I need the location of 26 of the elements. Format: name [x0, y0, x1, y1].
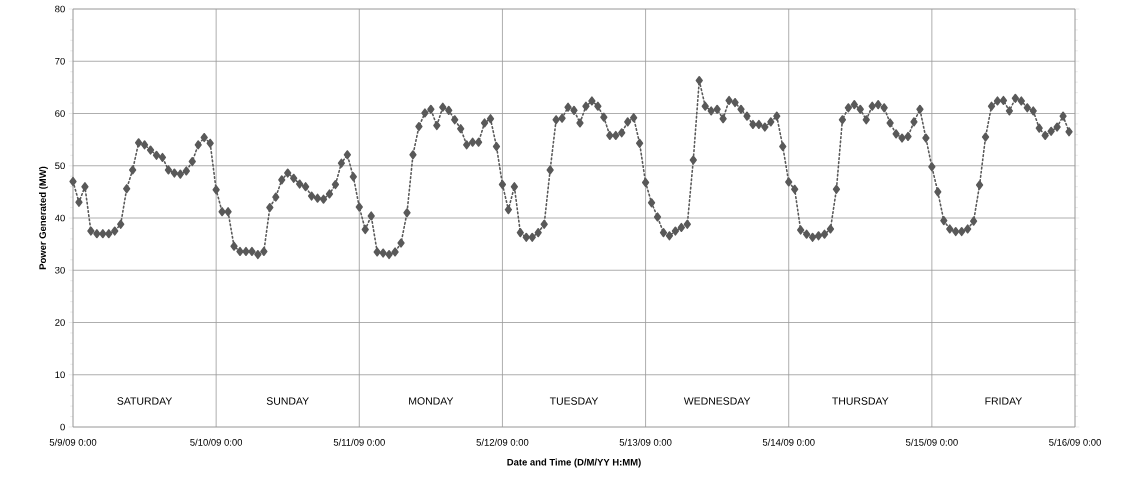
annotation: WEDNESDAY [683, 397, 751, 405]
x-tick-label: 5/16/09 0:00 [1049, 438, 1101, 446]
annotation: FRIDAY [985, 397, 1023, 405]
annotation: SATURDAY [117, 397, 173, 405]
annotation: MONDAY [409, 397, 454, 405]
x-tick-label: 5/10/09 0:00 [190, 438, 243, 446]
y-tick-label: 40 [54, 214, 65, 222]
y-tick-label: 0 [60, 423, 65, 431]
annotation: THURSDAY [832, 397, 889, 405]
x-tick-label: 5/13/09 0:00 [619, 438, 672, 446]
y-tick-label: 30 [55, 266, 65, 274]
y-tick-label: 70 [55, 57, 65, 65]
x-axis-title: Date and Time (D/M/YY H:MM) [507, 458, 641, 468]
x-tick-label: 5/11/09 0:00 [333, 438, 385, 446]
annotation: SUNDAY [266, 397, 309, 405]
y-tick-label: 10 [55, 371, 65, 379]
y-tick-label: 60 [55, 110, 65, 117]
x-tick-label: 5/14/09 0:00 [762, 438, 815, 446]
x-tick-label: 5/15/09 0:00 [905, 438, 958, 446]
x-tick-label: 5/12/09 0:00 [476, 438, 529, 446]
y-tick-label: 80 [55, 5, 65, 13]
y-tick-label: 20 [55, 319, 65, 326]
y-tick-label: 50 [55, 162, 65, 170]
y-axis-title: Power Generated (MW) [39, 166, 48, 270]
annotation: TUESDAY [549, 397, 599, 405]
x-tick-label: 5/9/09 0:00 [49, 438, 97, 446]
